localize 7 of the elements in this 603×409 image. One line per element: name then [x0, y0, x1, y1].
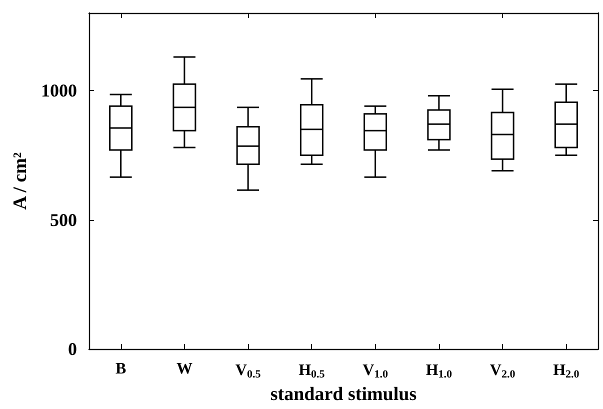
x-axis-title: standard stimulus	[270, 384, 417, 405]
y-tick-label: 1000	[41, 80, 77, 101]
y-axis-title: A / cm²	[10, 152, 32, 210]
x-tick-label: B	[115, 360, 126, 378]
y-tick-label: 500	[50, 210, 77, 230]
x-tick-label: W	[176, 360, 192, 378]
y-tick-label: 0	[68, 339, 77, 360]
